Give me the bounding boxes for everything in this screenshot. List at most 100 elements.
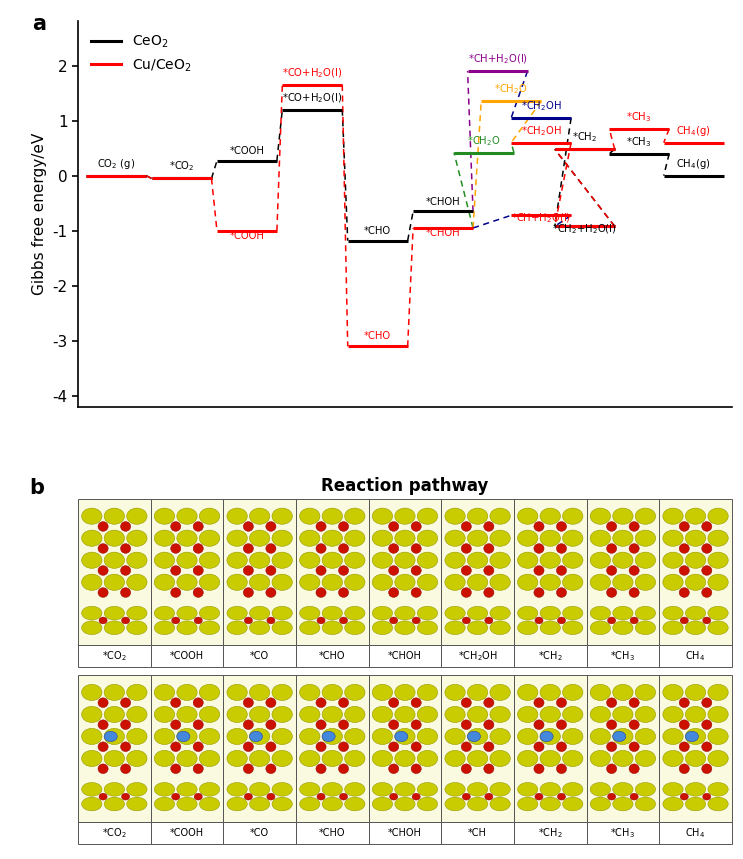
Ellipse shape [395, 751, 415, 766]
Ellipse shape [99, 617, 107, 624]
Ellipse shape [418, 797, 438, 811]
Ellipse shape [562, 509, 583, 524]
Ellipse shape [316, 742, 326, 752]
Ellipse shape [445, 685, 465, 700]
Text: *CO+H$_2$O(l): *CO+H$_2$O(l) [282, 66, 343, 80]
FancyBboxPatch shape [151, 675, 224, 821]
Ellipse shape [243, 720, 253, 729]
Ellipse shape [557, 720, 567, 729]
Ellipse shape [389, 588, 399, 597]
Ellipse shape [266, 720, 276, 729]
Ellipse shape [708, 552, 728, 569]
Ellipse shape [606, 566, 617, 576]
Ellipse shape [82, 530, 102, 546]
FancyBboxPatch shape [659, 645, 732, 667]
Ellipse shape [490, 509, 510, 524]
Ellipse shape [177, 552, 197, 569]
Ellipse shape [629, 566, 639, 576]
FancyBboxPatch shape [78, 675, 151, 821]
Ellipse shape [322, 731, 335, 741]
Ellipse shape [299, 621, 320, 635]
Ellipse shape [227, 621, 247, 635]
Ellipse shape [635, 751, 655, 766]
Ellipse shape [411, 521, 421, 532]
Ellipse shape [193, 720, 204, 729]
Text: *CHOH: *CHOH [388, 827, 422, 838]
Ellipse shape [227, 728, 247, 745]
Ellipse shape [484, 521, 494, 532]
Text: *CO+H$_2$O(l): *CO+H$_2$O(l) [282, 91, 343, 105]
Ellipse shape [679, 764, 690, 774]
Ellipse shape [590, 621, 611, 635]
Ellipse shape [635, 552, 655, 569]
Ellipse shape [171, 742, 181, 752]
Ellipse shape [518, 574, 538, 590]
Ellipse shape [685, 621, 706, 635]
FancyBboxPatch shape [224, 498, 296, 645]
Ellipse shape [590, 751, 611, 766]
Text: *CH$_2$O: *CH$_2$O [494, 82, 528, 96]
FancyBboxPatch shape [78, 498, 151, 645]
Ellipse shape [395, 574, 415, 590]
Ellipse shape [629, 742, 639, 752]
Ellipse shape [98, 544, 108, 553]
Ellipse shape [534, 720, 544, 729]
Ellipse shape [372, 706, 392, 722]
Text: *CH$_2$+H$_2$O(l): *CH$_2$+H$_2$O(l) [552, 222, 617, 236]
Ellipse shape [104, 728, 125, 745]
Ellipse shape [177, 530, 197, 546]
Ellipse shape [467, 751, 487, 766]
Ellipse shape [372, 621, 392, 635]
Ellipse shape [120, 521, 131, 532]
Ellipse shape [701, 544, 712, 553]
Ellipse shape [540, 783, 560, 796]
Ellipse shape [663, 530, 683, 546]
Ellipse shape [540, 728, 560, 745]
Text: *CHOH: *CHOH [426, 228, 461, 238]
Ellipse shape [199, 552, 220, 569]
Ellipse shape [322, 728, 343, 745]
Ellipse shape [613, 731, 626, 741]
Ellipse shape [467, 728, 487, 745]
Ellipse shape [562, 552, 583, 569]
Ellipse shape [635, 509, 655, 524]
Text: *CH: *CH [468, 827, 487, 838]
Ellipse shape [243, 521, 253, 532]
Ellipse shape [299, 530, 320, 546]
Ellipse shape [562, 783, 583, 796]
Ellipse shape [322, 685, 343, 700]
Ellipse shape [562, 621, 583, 635]
Ellipse shape [322, 606, 343, 620]
Ellipse shape [462, 617, 470, 624]
Ellipse shape [177, 783, 197, 796]
Ellipse shape [389, 742, 399, 752]
Ellipse shape [663, 552, 683, 569]
Ellipse shape [82, 552, 102, 569]
Ellipse shape [635, 530, 655, 546]
Ellipse shape [316, 521, 326, 532]
Ellipse shape [679, 521, 690, 532]
Ellipse shape [679, 742, 690, 752]
Ellipse shape [299, 574, 320, 590]
Ellipse shape [227, 606, 247, 620]
Ellipse shape [445, 606, 465, 620]
Ellipse shape [606, 588, 617, 597]
Ellipse shape [630, 617, 638, 624]
Ellipse shape [412, 617, 421, 624]
Ellipse shape [395, 606, 415, 620]
Ellipse shape [395, 706, 415, 722]
Ellipse shape [467, 797, 487, 811]
Ellipse shape [613, 728, 633, 745]
Ellipse shape [445, 751, 465, 766]
Ellipse shape [685, 509, 706, 524]
Ellipse shape [171, 698, 181, 708]
Ellipse shape [227, 552, 247, 569]
Text: *CO: *CO [250, 827, 269, 838]
FancyBboxPatch shape [514, 821, 586, 844]
Ellipse shape [199, 685, 220, 700]
Ellipse shape [250, 797, 270, 811]
Ellipse shape [155, 509, 175, 524]
Ellipse shape [613, 797, 633, 811]
Ellipse shape [534, 588, 544, 597]
Ellipse shape [82, 706, 102, 722]
